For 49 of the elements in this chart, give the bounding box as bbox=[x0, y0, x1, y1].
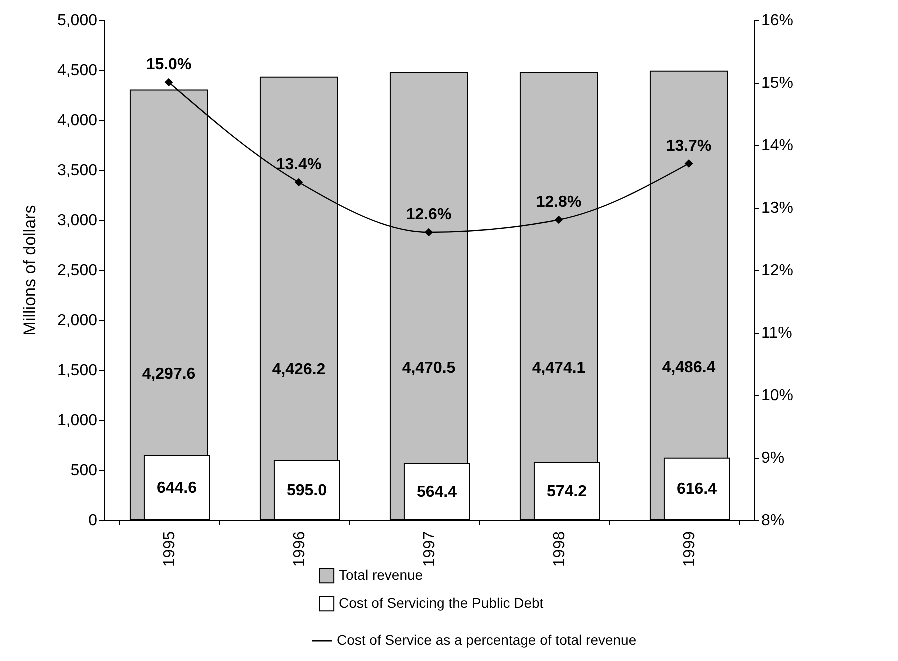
y-tick-label: 2,500 bbox=[57, 262, 98, 280]
legend-label: Total revenue bbox=[339, 567, 424, 583]
data-label: 4,470.5 bbox=[402, 360, 456, 378]
y2-tick-label: 15% bbox=[762, 75, 794, 92]
y-tick-label: 500 bbox=[70, 462, 98, 480]
data-label: 4,297.6 bbox=[142, 366, 196, 383]
x-tick-label: 1996 bbox=[292, 531, 308, 568]
y-tick-label: 2,000 bbox=[57, 312, 98, 330]
data-label: 13.7% bbox=[666, 138, 712, 155]
x-tick-label: 1995 bbox=[162, 531, 178, 568]
point bbox=[424, 228, 434, 237]
y-tick-label: 4,500 bbox=[57, 62, 98, 80]
x-tick-label: 1998 bbox=[552, 531, 568, 568]
point bbox=[164, 78, 174, 87]
legend-label: Cost of Service as a percentage of total revenue bbox=[337, 632, 637, 648]
data-label: 4,426.2 bbox=[272, 362, 326, 379]
point bbox=[684, 160, 694, 168]
y2-tick-label: 11% bbox=[762, 325, 792, 342]
y2-tick-label: 8% bbox=[762, 512, 785, 530]
point bbox=[554, 216, 564, 224]
data-label: 4,474.1 bbox=[532, 360, 586, 377]
y2-tick-label: 12% bbox=[762, 262, 794, 280]
data-label: 12.8% bbox=[536, 194, 582, 211]
data-label: 12.6% bbox=[406, 206, 452, 224]
y2-tick-label: 16% bbox=[762, 12, 794, 30]
data-label: 616.4 bbox=[676, 481, 718, 498]
y-axis-title: Millions of dollars bbox=[20, 205, 40, 336]
y-tick-label: 1,500 bbox=[57, 362, 98, 380]
y-tick-label: 4,000 bbox=[57, 112, 98, 130]
data-label: 4,486.4 bbox=[662, 359, 716, 376]
data-label: 564.4 bbox=[416, 484, 458, 501]
data-label: 15.0% bbox=[146, 56, 192, 74]
x-tick-label: 1997 bbox=[422, 531, 438, 568]
legend-label: Cost of Servicing the Public Debt bbox=[339, 595, 544, 611]
y-tick-label: 5,000 bbox=[57, 12, 98, 30]
y2-tick-label: 10% bbox=[762, 388, 794, 404]
y2-tick-label: 9% bbox=[762, 450, 785, 467]
y2-tick-label: 13% bbox=[762, 200, 794, 217]
data-label: 644.6 bbox=[156, 480, 198, 497]
y-tick-label: 0 bbox=[88, 512, 98, 530]
data-label: 574.2 bbox=[546, 483, 588, 500]
point bbox=[294, 178, 304, 187]
data-label: 13.4% bbox=[276, 156, 322, 174]
x-tick-label: 1999 bbox=[682, 531, 698, 568]
y-tick-label: 1,000 bbox=[57, 412, 98, 430]
data-label: 595.0 bbox=[286, 482, 328, 500]
y-tick-label: 3,500 bbox=[57, 162, 98, 180]
y2-tick-label: 14% bbox=[762, 138, 794, 154]
y-tick-label: 3,000 bbox=[57, 212, 98, 230]
